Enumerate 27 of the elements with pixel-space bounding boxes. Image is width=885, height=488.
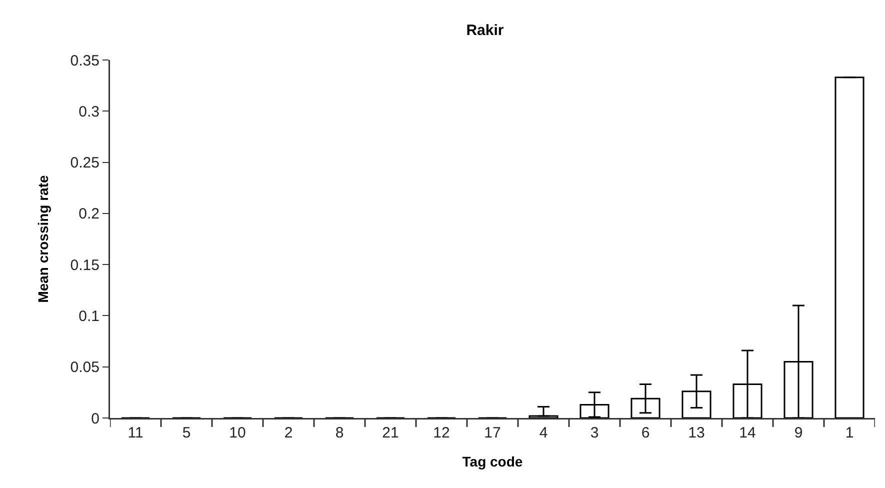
y-tick-label: 0 — [91, 410, 100, 428]
y-tick-label: 0.1 — [78, 308, 100, 325]
y-tick-label: 0.15 — [70, 256, 100, 274]
chart-title: Rakir — [466, 22, 504, 39]
x-tick-label: 14 — [739, 424, 756, 442]
x-tick-label: 17 — [484, 424, 501, 442]
bar — [834, 76, 864, 418]
y-tick-label: 0.3 — [78, 103, 100, 120]
x-tick-label: 21 — [382, 424, 399, 442]
x-tick-label: 2 — [284, 424, 293, 442]
x-tick-label: 11 — [128, 424, 144, 442]
x-tick-label: 6 — [641, 424, 650, 442]
y-tick-label: 0.35 — [70, 52, 100, 70]
x-tick-label: 9 — [794, 424, 803, 442]
x-axis-title: Tag code — [462, 454, 523, 470]
x-tick-label: 10 — [229, 424, 246, 442]
y-tick-label: 0.25 — [70, 154, 100, 172]
y-axis-title: Mean crossing rate — [35, 174, 52, 303]
x-tick-label: 1 — [845, 424, 854, 442]
x-tick-label: 8 — [335, 424, 344, 442]
x-tick-label: 4 — [539, 424, 548, 442]
y-tick-label: 0.05 — [70, 359, 100, 376]
x-tick-label: 5 — [182, 424, 191, 442]
x-tick-label: 3 — [590, 424, 599, 442]
x-tick-label: 12 — [433, 424, 450, 442]
y-tick-label: 0.2 — [78, 206, 100, 223]
x-tick-label: 13 — [688, 424, 705, 442]
